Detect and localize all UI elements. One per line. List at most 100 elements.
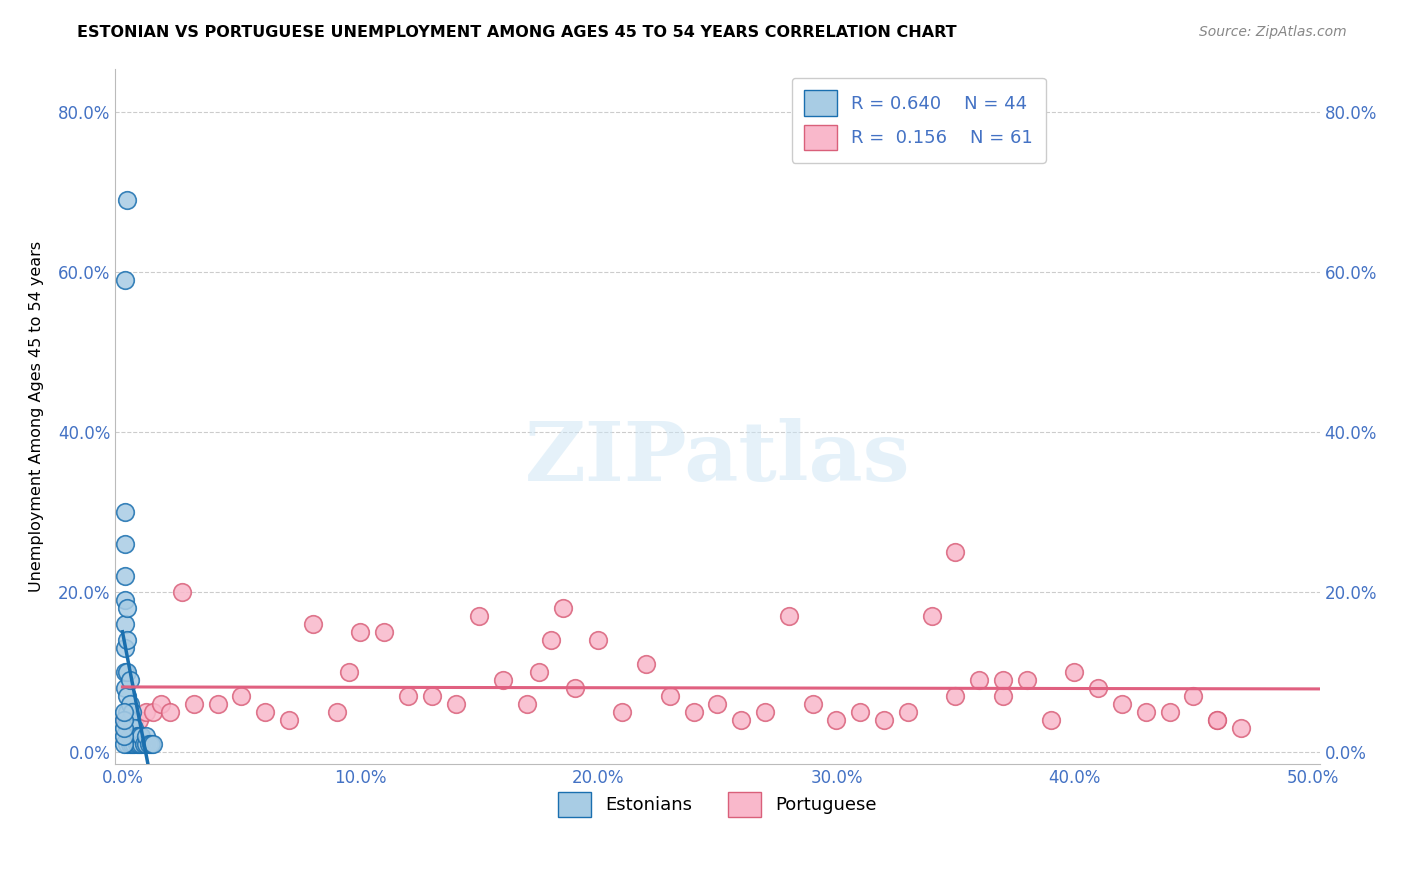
Point [124, 721, 146, 735]
Point [112, 721, 135, 735]
Point [118, 737, 141, 751]
Point [112, 737, 135, 751]
Point [825, 713, 848, 727]
Point [278, 713, 301, 727]
Point [115, 689, 138, 703]
Point [754, 705, 776, 719]
Point [1135, 705, 1157, 719]
Point [921, 609, 943, 624]
Point [142, 737, 165, 751]
Point [135, 705, 157, 719]
Point [124, 713, 146, 727]
Point [706, 697, 728, 711]
Point [121, 737, 143, 751]
Point [118, 713, 141, 727]
Point [114, 537, 136, 551]
Point [1182, 689, 1205, 703]
Point [115, 721, 138, 735]
Point [135, 737, 157, 751]
Point [114, 569, 136, 583]
Point [1206, 713, 1229, 727]
Point [516, 697, 538, 711]
Point [801, 697, 824, 711]
Point [349, 624, 371, 639]
Point [302, 617, 325, 632]
Point [114, 273, 136, 287]
Point [231, 689, 253, 703]
Point [114, 713, 136, 727]
Point [170, 585, 193, 599]
Point [564, 681, 586, 695]
Point [967, 673, 990, 687]
Point [138, 737, 160, 751]
Point [114, 617, 136, 632]
Point [121, 721, 143, 735]
Point [118, 729, 141, 743]
Point [778, 609, 800, 624]
Point [183, 697, 205, 711]
Point [115, 705, 138, 719]
Point [634, 657, 657, 671]
Point [114, 640, 136, 655]
Point [112, 713, 135, 727]
Point [873, 713, 896, 727]
Point [492, 673, 515, 687]
Point [115, 737, 138, 751]
Point [159, 705, 181, 719]
Point [131, 737, 153, 751]
Y-axis label: Unemployment Among Ages 45 to 54 years: Unemployment Among Ages 45 to 54 years [30, 241, 44, 591]
Point [420, 689, 443, 703]
Point [527, 665, 550, 679]
Point [1159, 705, 1181, 719]
Point [551, 601, 574, 615]
Point [396, 689, 419, 703]
Point [945, 545, 967, 559]
Point [114, 665, 136, 679]
Point [132, 737, 155, 751]
Point [118, 697, 141, 711]
Point [945, 689, 967, 703]
Point [112, 729, 135, 743]
Point [612, 705, 634, 719]
Point [115, 194, 138, 208]
Point [114, 593, 136, 607]
Point [114, 505, 136, 519]
Point [849, 705, 872, 719]
Point [1039, 713, 1062, 727]
Point [115, 601, 138, 615]
Point [118, 673, 141, 687]
Point [373, 624, 395, 639]
Point [444, 697, 467, 711]
Point [142, 705, 165, 719]
Point [149, 697, 172, 711]
Point [124, 737, 146, 751]
Point [139, 737, 162, 751]
Point [1206, 713, 1229, 727]
Point [682, 705, 704, 719]
Point [254, 705, 277, 719]
Point [115, 665, 138, 679]
Legend: Estonians, Portuguese: Estonians, Portuguese [551, 784, 884, 824]
Point [468, 609, 491, 624]
Point [991, 689, 1014, 703]
Point [114, 681, 136, 695]
Point [897, 705, 920, 719]
Text: ESTONIAN VS PORTUGUESE UNEMPLOYMENT AMONG AGES 45 TO 54 YEARS CORRELATION CHART: ESTONIAN VS PORTUGUESE UNEMPLOYMENT AMON… [77, 25, 957, 40]
Point [1063, 665, 1085, 679]
Point [128, 729, 150, 743]
Point [1230, 721, 1253, 735]
Point [588, 632, 610, 647]
Point [112, 705, 135, 719]
Text: ZIPatlas: ZIPatlas [524, 417, 910, 498]
Point [540, 632, 562, 647]
Point [128, 713, 150, 727]
Point [325, 705, 347, 719]
Point [131, 729, 153, 743]
Point [337, 665, 360, 679]
Point [121, 705, 143, 719]
Point [125, 729, 148, 743]
Point [1087, 681, 1109, 695]
Point [207, 697, 229, 711]
Text: Source: ZipAtlas.com: Source: ZipAtlas.com [1199, 25, 1347, 39]
Point [128, 737, 150, 751]
